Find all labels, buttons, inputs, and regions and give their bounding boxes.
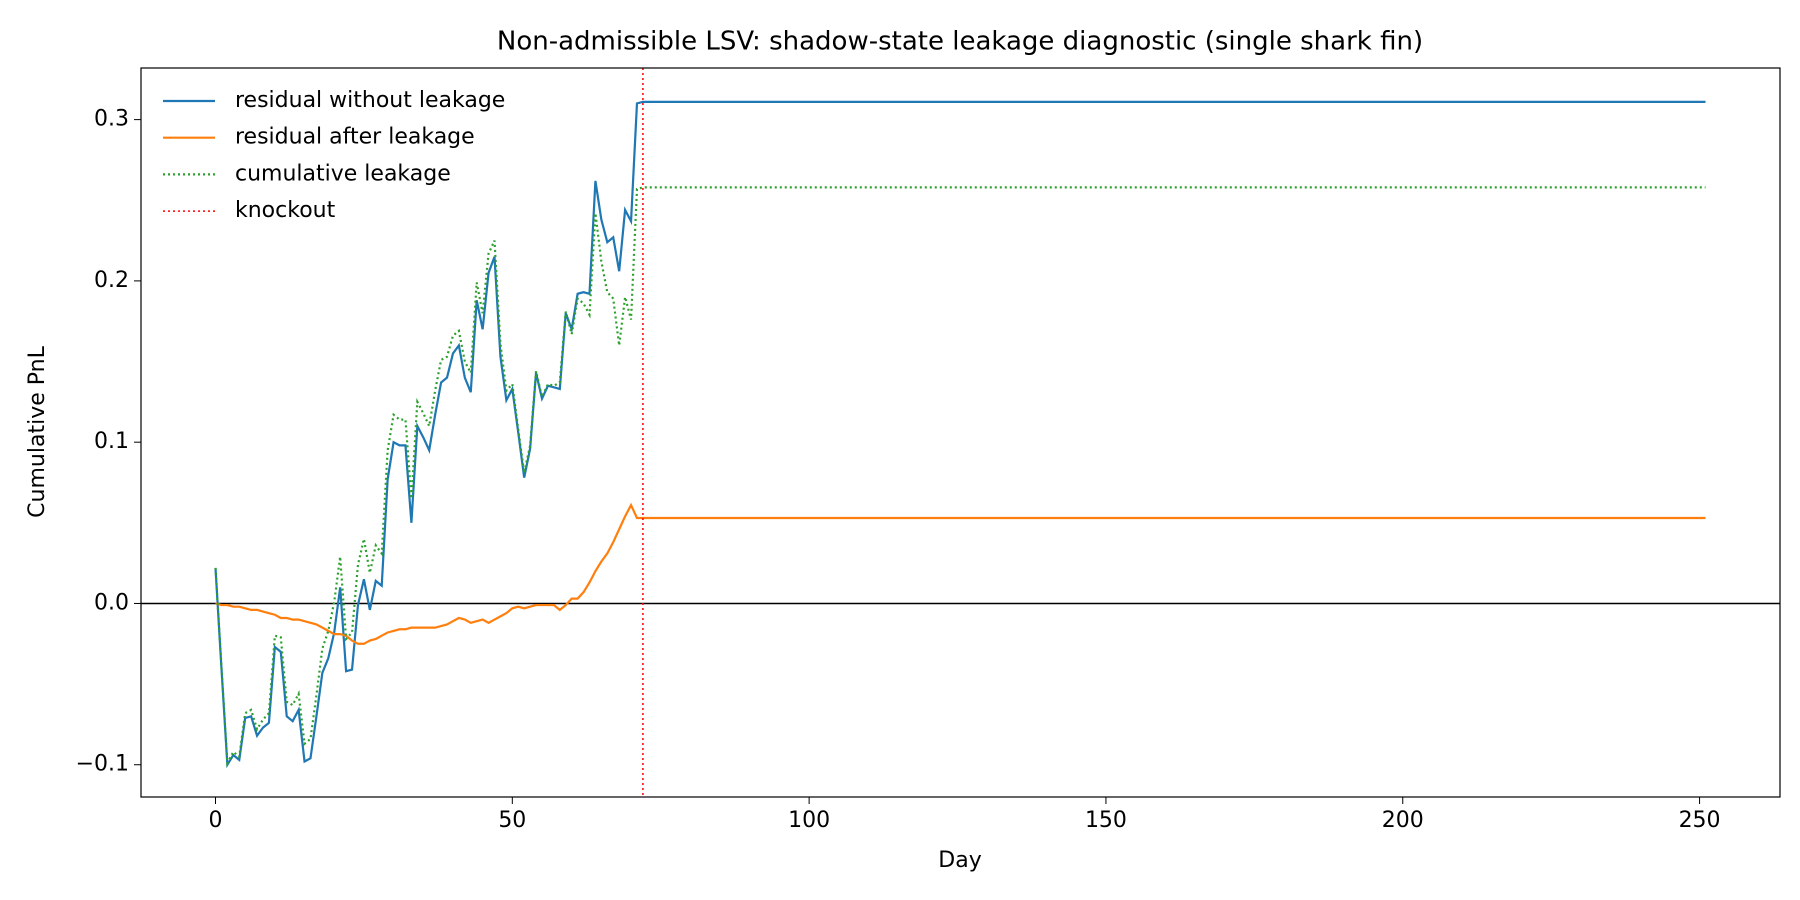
series-line [214, 186, 1706, 768]
x-tick-label: 200 [1382, 808, 1424, 833]
plot-frame [140, 67, 1781, 798]
legend-label: residual without leakage [235, 88, 505, 113]
legend-label: cumulative leakage [235, 161, 451, 186]
y-tick-label: 0.1 [94, 429, 129, 454]
x-tick-label: 100 [788, 808, 830, 833]
y-tick-label: 0.0 [94, 590, 129, 615]
legend-label: knockout [235, 198, 336, 223]
x-axis-label: Day [938, 848, 981, 873]
x-tick-label: 0 [209, 808, 223, 833]
legend-label: residual after leakage [235, 125, 475, 150]
x-tick-label: 250 [1679, 808, 1721, 833]
chart-title: Non-admissible LSV: shadow-state leakage… [497, 27, 1423, 57]
series-line [215, 502, 1706, 645]
y-tick-label: 0.3 [94, 107, 129, 132]
y-tick-label: −0.1 [76, 752, 129, 777]
y-tick-label: 0.2 [94, 268, 129, 293]
x-tick-label: 150 [1085, 808, 1127, 833]
x-tick-label: 50 [498, 808, 526, 833]
series-line [214, 100, 1706, 769]
y-axis-label: Cumulative PnL [25, 345, 50, 517]
